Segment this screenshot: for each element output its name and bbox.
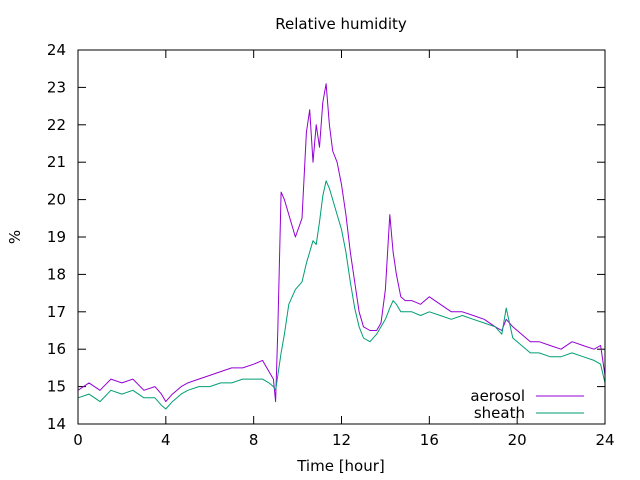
y-tick-label: 16 <box>47 340 66 358</box>
y-tick-label: 22 <box>47 116 66 134</box>
x-tick-label: 8 <box>249 431 259 449</box>
y-tick-label: 18 <box>47 265 66 283</box>
y-axis-label: % <box>6 230 24 244</box>
series-line-aerosol <box>77 83 606 403</box>
x-tick-label: 0 <box>73 431 83 449</box>
x-tick-label: 16 <box>420 431 439 449</box>
y-tick-label: 19 <box>47 228 66 246</box>
x-axis-label: Time [hour] <box>296 457 385 475</box>
axis-ticks: 14 15 16 17 18 19 20 21 22 23 24 0 4 8 12 16 20 24 <box>47 41 615 449</box>
plot-frame <box>77 49 606 425</box>
series-layer <box>77 83 606 410</box>
y-tick-label: 14 <box>47 415 66 433</box>
x-tick-label: 4 <box>161 431 171 449</box>
x-tick-label: 12 <box>332 431 351 449</box>
chart-title: Relative humidity <box>275 15 407 33</box>
y-tick-label: 24 <box>47 41 66 59</box>
x-tick-label: 24 <box>595 431 614 449</box>
y-tick-label: 15 <box>47 378 66 396</box>
legend-label-sheath: sheath <box>474 404 525 422</box>
series-line-sheath <box>77 180 606 410</box>
x-tick-label: 20 <box>508 431 527 449</box>
y-tick-label: 23 <box>47 78 66 96</box>
y-tick-label: 17 <box>47 303 66 321</box>
legend-label-aerosol: aerosol <box>470 387 525 405</box>
y-tick-label: 21 <box>47 153 66 171</box>
y-tick-label: 20 <box>47 191 66 209</box>
